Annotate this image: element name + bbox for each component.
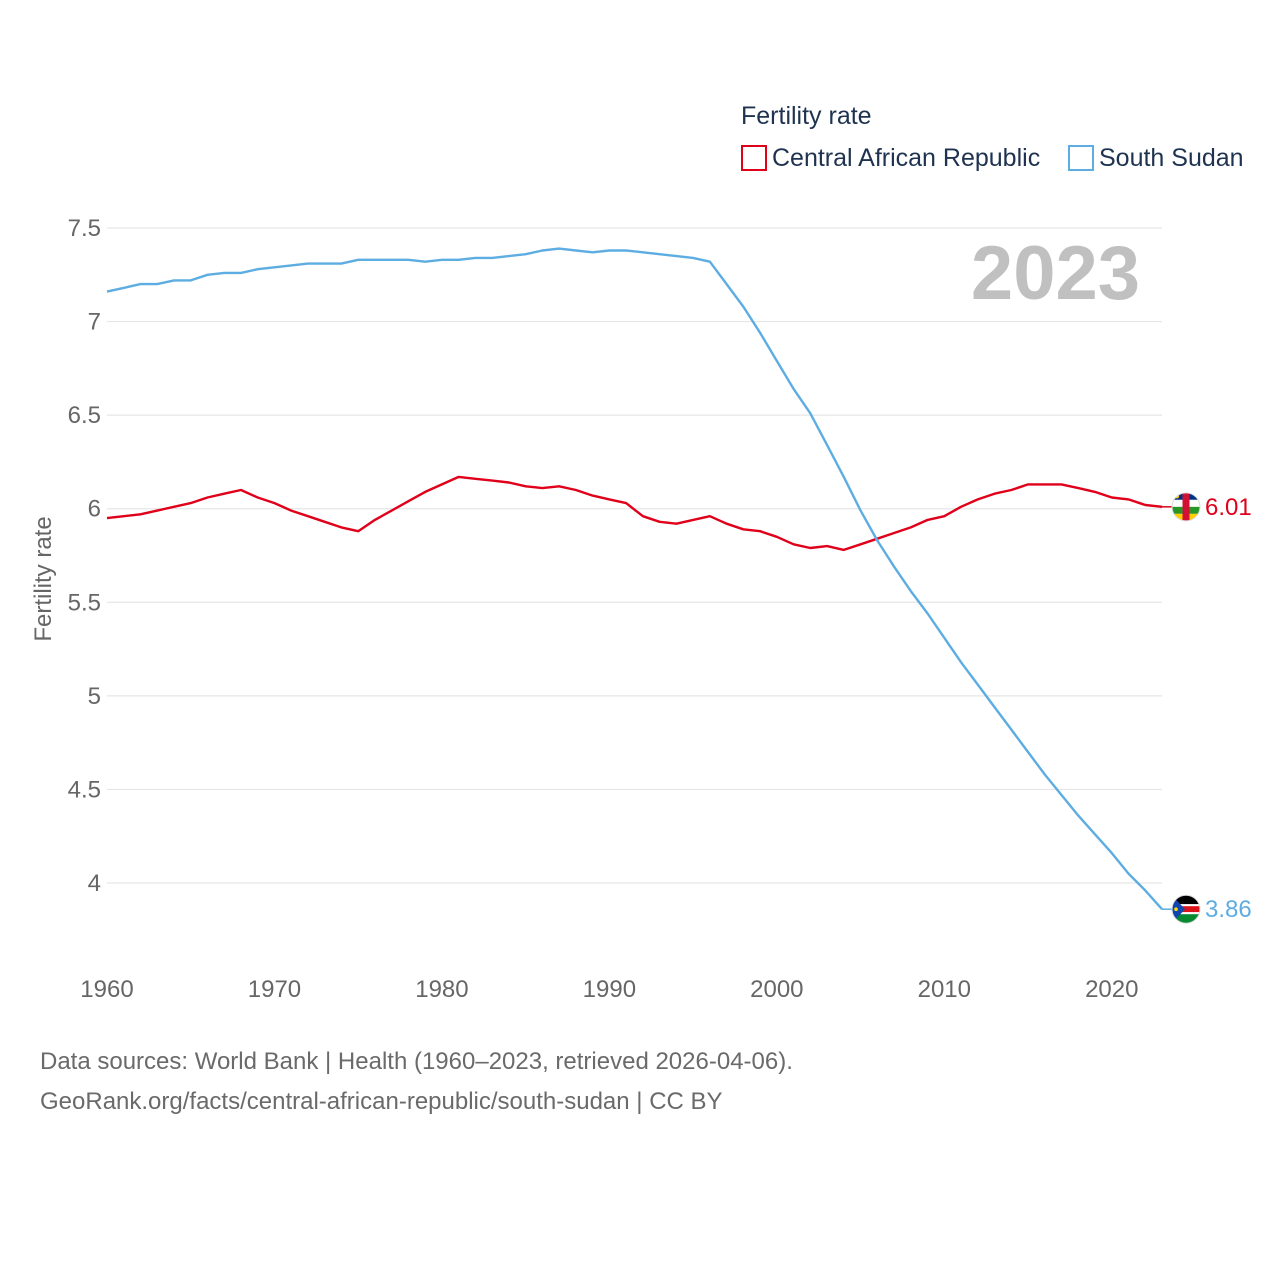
x-axis-ticks: 1960 1970 1980 1990 2000 2010 2020	[80, 976, 1138, 1003]
x-tick-label: 2020	[1085, 976, 1138, 1003]
legend-title: Fertility rate	[741, 102, 872, 130]
y-tick-label: 7	[88, 309, 101, 336]
x-tick-label: 1960	[80, 976, 133, 1003]
series-group: 6.01 3.86	[106, 247, 1252, 924]
source-note: Data sources: World Bank | Health (1960–…	[40, 1042, 793, 1122]
x-tick-label: 1990	[583, 976, 636, 1003]
source-line-1: Data sources: World Bank | Health (1960–…	[40, 1048, 793, 1075]
y-tick-label: 4.5	[68, 776, 101, 803]
x-tick-label: 1980	[415, 976, 468, 1003]
south-sudan-flag-icon	[1171, 894, 1201, 924]
legend-swatch-south-sudan	[1068, 145, 1094, 171]
source-line-2: GeoRank.org/facts/central-african-republ…	[40, 1088, 723, 1115]
y-tick-label: 6.5	[68, 402, 101, 429]
y-axis-ticks: 4 4.5 5 5.5 6 6.5 7 7.5	[68, 215, 101, 897]
y-tick-label: 4	[88, 870, 101, 897]
y-axis-title: Fertility rate	[30, 516, 57, 641]
legend-swatch-central-african-republic	[741, 145, 767, 171]
series-line-central-african-republic[interactable]	[106, 475, 1163, 552]
legend-item-south-sudan[interactable]: South Sudan	[1068, 144, 1244, 172]
series-line-south-sudan[interactable]	[106, 247, 1163, 910]
legend-label-central-african-republic: Central African Republic	[772, 144, 1040, 172]
legend-item-central-african-republic[interactable]: Central African Republic	[741, 144, 1040, 172]
end-value-label-south-sudan: 3.86	[1205, 896, 1252, 923]
x-tick-label: 2010	[918, 976, 971, 1003]
x-tick-label: 2000	[750, 976, 803, 1003]
central-african-republic-flag-icon	[1171, 492, 1201, 522]
y-tick-label: 5	[88, 683, 101, 710]
gridlines	[107, 227, 1162, 884]
y-tick-label: 7.5	[68, 215, 101, 242]
line-chart: Fertility rate Central African Republic …	[30, 102, 1252, 1003]
end-value-label-central-african-republic: 6.01	[1205, 494, 1252, 521]
y-tick-label: 5.5	[68, 589, 101, 616]
legend-label-south-sudan: South Sudan	[1099, 144, 1244, 172]
year-label: 2023	[971, 231, 1140, 316]
y-tick-label: 6	[88, 496, 101, 523]
x-tick-label: 1970	[248, 976, 301, 1003]
